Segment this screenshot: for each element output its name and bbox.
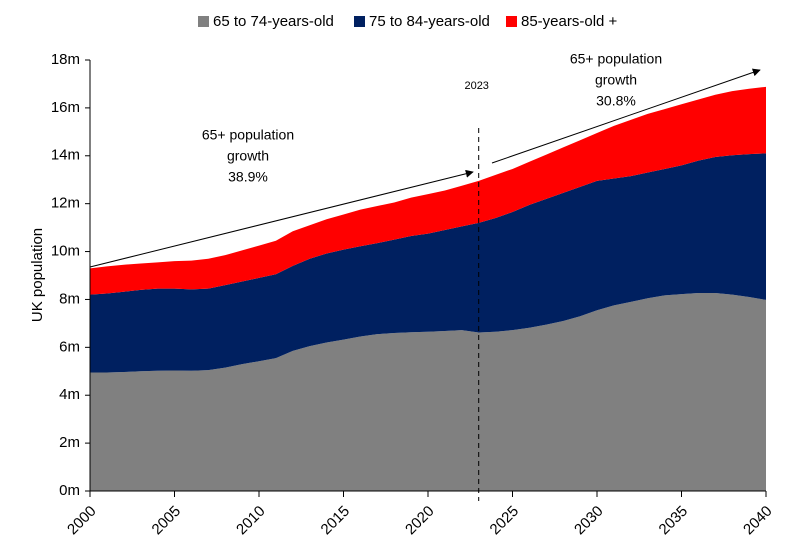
x-tick-label: 2015	[318, 503, 354, 539]
annotation: 38.9%	[228, 169, 268, 185]
legend-label: 75 to 84-years-old	[369, 13, 490, 30]
legend-swatch	[354, 16, 365, 27]
y-tick-label: 12m	[51, 195, 80, 212]
y-tick-label: 0m	[59, 482, 80, 499]
x-tick-label: 2035	[656, 503, 692, 539]
legend-swatch	[198, 16, 209, 27]
area	[90, 153, 766, 373]
growth-arrow	[491, 68, 761, 164]
annotation: 30.8%	[596, 93, 636, 109]
x-tick-label: 2025	[487, 503, 523, 539]
y-axis-label: UK population	[29, 228, 46, 322]
annotation: growth	[227, 148, 269, 164]
x-tick-label: 2040	[740, 503, 776, 539]
y-tick-label: 10m	[51, 243, 80, 260]
annotation: growth	[595, 72, 637, 88]
legend-label: 85-years-old +	[521, 13, 618, 30]
y-tick-label: 18m	[51, 51, 80, 68]
y-tick-label: 8m	[59, 290, 80, 307]
y-tick-label: 6m	[59, 338, 80, 355]
annotation: 65+ population	[570, 51, 662, 67]
growth-arrow	[89, 169, 474, 268]
y-tick-label: 16m	[51, 99, 80, 116]
area	[90, 86, 766, 295]
y-tick-label: 4m	[59, 386, 80, 403]
area	[90, 292, 766, 491]
x-tick-label: 2000	[64, 503, 100, 539]
x-tick-label: 2020	[402, 503, 438, 539]
legend-swatch	[506, 16, 517, 27]
annotation: 65+ population	[202, 127, 294, 143]
reference-label: 2023	[464, 80, 488, 92]
y-tick-label: 2m	[59, 434, 80, 451]
y-tick-label: 14m	[51, 147, 80, 164]
plot-area	[90, 86, 766, 491]
x-tick-label: 2010	[233, 503, 269, 539]
legend-label: 65 to 74-years-old	[213, 13, 334, 30]
x-tick-label: 2030	[571, 503, 607, 539]
x-tick-label: 2005	[149, 503, 185, 539]
